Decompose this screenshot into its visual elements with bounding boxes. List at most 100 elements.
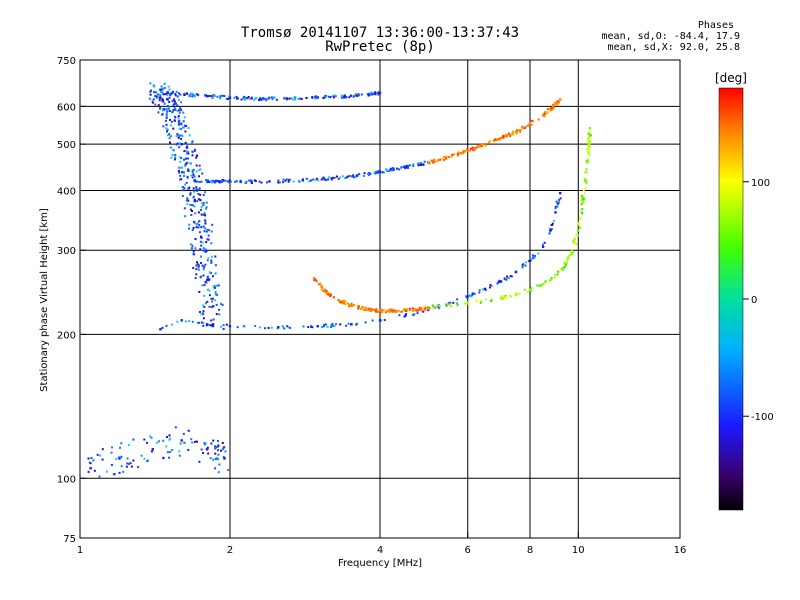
echo-point-x_multi (527, 124, 530, 127)
echo-point-spread_f (164, 119, 167, 122)
echo-point-o_top (228, 96, 232, 99)
echo-point-x_low (337, 298, 340, 302)
echo-point-x_multi (495, 139, 498, 142)
echo-point-x_multi (438, 159, 441, 162)
echo-point-x_multi (546, 111, 549, 114)
y-tick-label: 750 (57, 56, 76, 67)
echo-point-spread_f (201, 264, 204, 267)
echo-point-x_f2 (438, 305, 441, 307)
echo-point-o_f2 (478, 291, 481, 294)
echo-point-o_top (253, 98, 256, 101)
y-tick-label: 600 (57, 102, 76, 113)
echo-point-e_layer (217, 449, 219, 452)
echo-point-x_low (340, 301, 343, 304)
echo-point-x_f2 (566, 261, 569, 264)
echo-point-o_top (297, 97, 300, 100)
echo-point-x_f2 (589, 133, 592, 136)
echo-point-e_layer (223, 446, 226, 448)
echo-point-x_f2 (436, 304, 439, 307)
echo-point-e_layer (143, 438, 146, 441)
echo-point-o_multi (377, 171, 380, 174)
echo-point-spread_f (161, 91, 164, 94)
echo-point-spread_f (218, 284, 220, 287)
echo-point-x_multi (435, 160, 438, 163)
echo-point-spread_f (211, 255, 213, 258)
echo-point-spread_f (222, 327, 225, 330)
echo-point-o_f2 (416, 312, 419, 315)
echo-point-x_multi (502, 135, 505, 138)
echo-point-o_top (197, 93, 200, 96)
echo-point-x_f2 (580, 203, 583, 206)
echo-point-e_layer (119, 446, 121, 449)
echo-point-spread_f (160, 85, 163, 88)
echo-point-o_f2 (325, 323, 327, 326)
echo-point-spread_f (210, 261, 213, 264)
echo-point-x_multi (552, 107, 555, 110)
echo-point-o_f2 (254, 325, 257, 327)
echo-point-x_low (415, 309, 418, 312)
echo-point-o_multi (229, 180, 232, 183)
echo-point-o_f2 (270, 326, 273, 329)
echo-point-o_f2 (506, 275, 509, 278)
echo-point-x_f2 (582, 189, 585, 192)
echo-point-e_layer (178, 454, 181, 457)
echo-point-o_multi (337, 178, 340, 180)
echo-point-e_layer (180, 439, 183, 442)
echo-point-spread_f (178, 109, 181, 112)
echo-point-spread_f (186, 197, 189, 200)
echo-point-o_top (226, 98, 229, 100)
echo-point-spread_f (205, 230, 208, 233)
echo-point-spread_f (178, 142, 181, 145)
echo-point-o_multi (420, 162, 422, 165)
echo-point-e_layer (140, 454, 143, 457)
echo-point-spread_f (166, 98, 169, 101)
echo-point-x_multi (457, 151, 460, 154)
echo-point-o_multi (312, 178, 315, 181)
echo-point-x_f2 (581, 212, 584, 215)
echo-point-spread_f (186, 161, 189, 164)
echo-point-e_layer (115, 457, 118, 460)
echo-point-spread_f (186, 145, 189, 148)
echo-point-spread_f (178, 122, 181, 125)
echo-point-spread_f (214, 264, 217, 267)
echo-point-spread_f (179, 160, 182, 163)
echo-point-o_top (219, 95, 222, 98)
echo-point-spread_f (191, 150, 194, 153)
echo-point-spread_f (183, 116, 186, 119)
echo-point-o_multi (298, 180, 301, 183)
echo-point-x_f2 (586, 160, 589, 163)
echo-point-o_multi (260, 181, 263, 184)
echo-point-spread_f (191, 141, 193, 144)
echo-point-o_top (283, 96, 286, 99)
echo-point-o_top (237, 97, 239, 100)
echo-point-spread_f (211, 300, 214, 303)
echo-point-spread_f (154, 103, 157, 106)
echo-point-o_top (305, 97, 308, 99)
echo-point-x_f2 (586, 141, 589, 144)
echo-point-o_f2 (505, 278, 508, 281)
echo-point-x_low (327, 293, 330, 296)
echo-point-spread_f (163, 87, 166, 90)
echo-point-o_multi (330, 177, 333, 180)
echo-point-spread_f (205, 250, 208, 252)
echo-point-x_multi (475, 146, 478, 149)
echo-point-e_layer (218, 463, 221, 466)
echo-point-o_top (311, 96, 314, 98)
echo-point-spread_f (165, 116, 168, 119)
echo-point-o_top (204, 94, 207, 97)
echo-point-o_multi (328, 176, 331, 179)
echo-point-x_f2 (581, 199, 584, 203)
echo-point-spread_f (203, 230, 206, 233)
echo-point-o_multi (247, 179, 250, 182)
echo-point-e_layer (120, 465, 123, 468)
echo-point-o_top (188, 95, 191, 98)
echo-point-o_top (259, 97, 262, 100)
y-axis-ticks: 75 100 200 300 400 500 600 750 (57, 56, 86, 545)
echo-point-spread_f (201, 241, 204, 244)
echo-point-e_layer (132, 438, 135, 441)
echo-point-o_f2 (263, 327, 266, 330)
echo-point-o_multi (213, 181, 216, 184)
x-tick-label: 4 (377, 545, 383, 556)
echo-point-o_multi (206, 180, 209, 183)
echo-point-x_multi (436, 159, 439, 162)
